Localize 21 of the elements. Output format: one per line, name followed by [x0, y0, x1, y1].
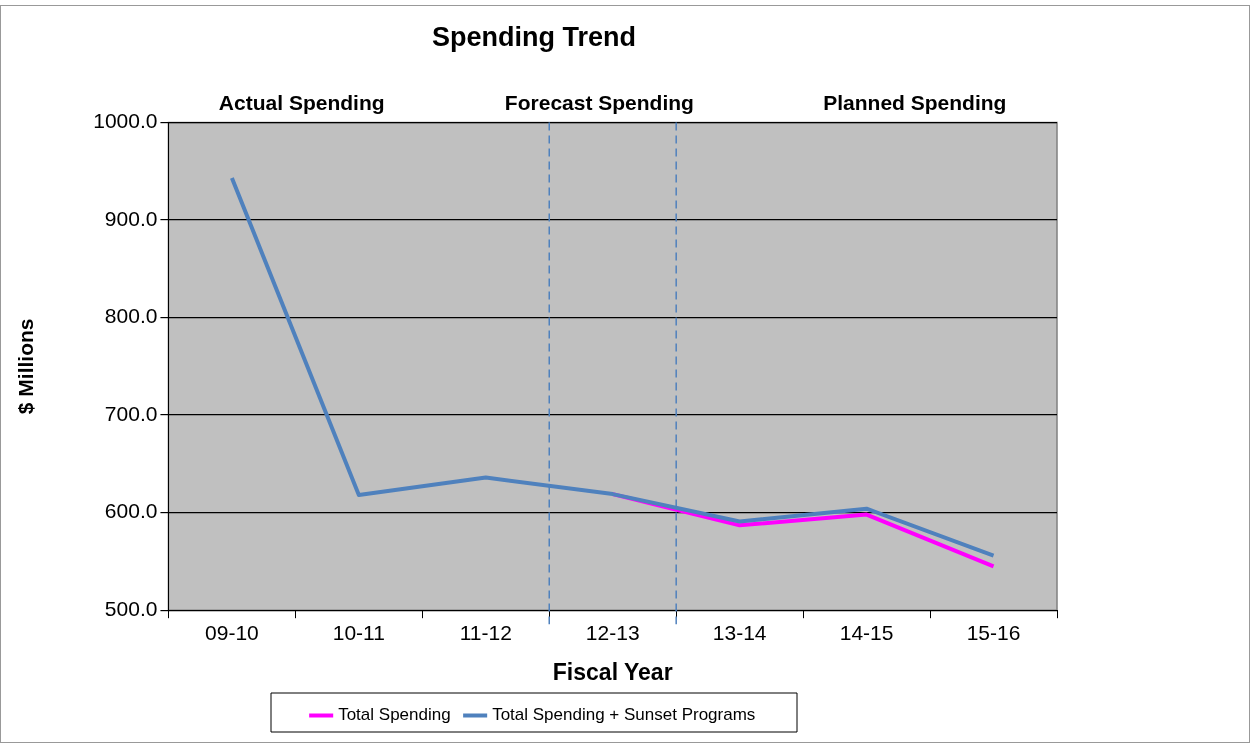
x-tick-label: 14-15 — [839, 620, 894, 644]
x-tick-label: 10-11 — [332, 620, 385, 644]
text: Actual Spending — [218, 90, 385, 114]
x-axis-title: Fiscal Year — [552, 658, 673, 685]
x-tick-label: 15-16 — [966, 620, 1021, 644]
y-tick-label: 500.0 — [104, 597, 158, 620]
y-tick-label: 800.0 — [104, 304, 158, 328]
chart-title: Spending Trend — [431, 21, 637, 52]
y-tick-label: 600.0 — [104, 499, 158, 523]
y-tick-label: 1000.0 — [93, 109, 158, 133]
y-tick-label: 700.0 — [104, 401, 158, 425]
y-tick-label: 900.0 — [104, 206, 158, 230]
text: Forecast Spending — [504, 90, 694, 114]
text: Planned Spending — [823, 90, 1007, 114]
legend-label: Total Spending + Sunset Programs — [492, 705, 756, 725]
legend-label: Total Spending — [338, 705, 451, 725]
x-tick-label: 12-13 — [585, 620, 640, 644]
x-tick-label: 11-12 — [459, 620, 512, 644]
x-tick-label: 13-14 — [712, 620, 767, 644]
y-axis-title: $ Millions — [14, 318, 38, 415]
x-tick-label: 09-10 — [205, 620, 259, 644]
